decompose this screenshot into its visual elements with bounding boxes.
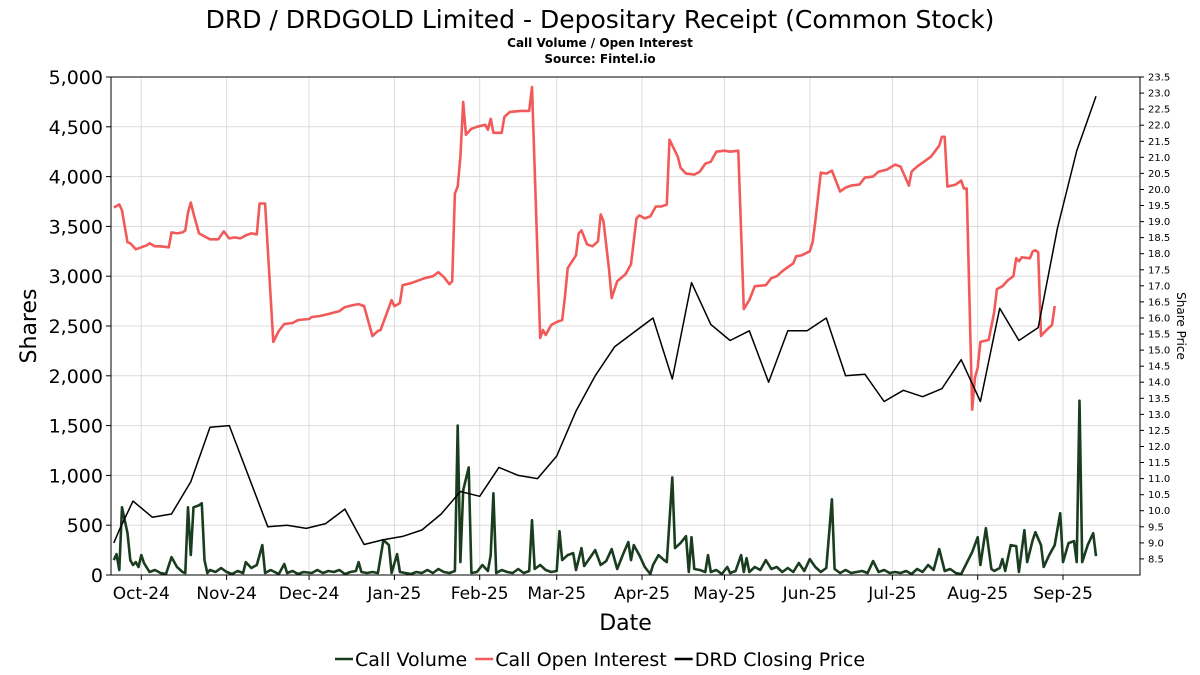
y-tick-label: 2,000: [49, 366, 103, 388]
grid: [111, 76, 1140, 576]
y-right-tick-label: 9.0: [1148, 538, 1164, 549]
y-tick-label: 3,000: [49, 266, 103, 288]
y-right-tick-label: 18.5: [1148, 233, 1170, 244]
legend-item: DRD Closing Price: [674, 649, 865, 671]
y-right-tick-label: 22.5: [1148, 105, 1170, 116]
y-right-tick-label: 21.0: [1148, 153, 1170, 164]
y-right-tick-label: 10.0: [1148, 506, 1170, 517]
y-right-tick-label: 10.5: [1148, 490, 1170, 501]
y-axis-ticks: 0 500 1,000 1,500 2,000 2,500 3,000 3,500 4,000 4…: [49, 67, 111, 587]
y-right-tick-label: 13.0: [1148, 410, 1170, 421]
y-tick-label: 0: [91, 565, 103, 587]
x-tick-label: Jan-25: [366, 584, 421, 604]
legend-items: Call Volume Call Open Interest DRD Closing…: [335, 649, 865, 671]
legend: Call Volume Call Open Interest DRD Closing…: [335, 649, 865, 671]
x-tick-label: Aug-25: [947, 584, 1008, 604]
y-right-tick-label: 14.5: [1148, 362, 1170, 373]
y-right-tick-label: 14.0: [1148, 378, 1170, 389]
x-tick-label: Mar-25: [527, 584, 586, 604]
chart-subtitle: Call Volume / Open Interest: [507, 36, 693, 50]
legend-item: Call Volume: [335, 649, 467, 671]
y-tick-label: 4,500: [49, 117, 103, 139]
y-right-tick-label: 19.0: [1148, 217, 1170, 228]
series-line-call-open-interest: [113, 85, 1056, 412]
x-axis-label: Date: [599, 611, 652, 636]
plot-frame: [110, 76, 1141, 576]
y-right-tick-label: 9.5: [1148, 522, 1164, 533]
y-right-tick-label: 21.5: [1148, 137, 1170, 148]
y-right-tick-label: 16.0: [1148, 314, 1170, 325]
y-right-tick-label: 17.0: [1148, 281, 1170, 292]
series-line-call-volume: [112, 399, 1098, 576]
x-tick-label: Jun-25: [782, 584, 837, 604]
y-tick-label: 2,500: [49, 316, 103, 338]
y-right-tick-label: 11.5: [1148, 458, 1170, 469]
x-tick-label: Apr-25: [614, 584, 670, 604]
chart-title: DRD / DRDGOLD Limited - Depositary Recei…: [206, 5, 995, 34]
x-tick-label: Sep-25: [1033, 584, 1093, 604]
y-tick-label: 4,000: [49, 167, 103, 189]
y-right-tick-label: 20.0: [1148, 185, 1170, 196]
x-tick-label: Dec-24: [279, 584, 340, 604]
legend-label: DRD Closing Price: [695, 649, 865, 671]
y-tick-label: 500: [67, 515, 103, 537]
y-tick-label: 5,000: [49, 67, 103, 89]
x-axis-ticks: Oct-24 Nov-24 Dec-24 Jan-25 Feb-25 Mar-25 Apr-…: [113, 575, 1093, 604]
y-right-tick-label: 23.0: [1148, 89, 1170, 100]
y-right-tick-label: 20.5: [1148, 169, 1170, 180]
y-right-tick-label: 18.0: [1148, 249, 1170, 260]
x-tick-label: Oct-24: [113, 584, 170, 604]
x-tick-label: May-25: [693, 584, 756, 604]
series-line-drd-closing-price: [113, 96, 1097, 546]
y-axis-right-ticks: 8.5 9.0 9.5 10.0 10.5 11.0 11.5 12.0 12.5 13.0 13.…: [1140, 73, 1170, 565]
y-tick-label: 3,500: [49, 216, 103, 238]
y-axis-label: Shares: [17, 289, 42, 364]
y-axis-right-label: Share Price: [1174, 292, 1188, 360]
y-right-tick-label: 16.5: [1148, 297, 1170, 308]
y-right-tick-label: 15.5: [1148, 330, 1170, 341]
legend-label: Call Volume: [355, 649, 467, 671]
legend-item: Call Open Interest: [475, 649, 667, 671]
y-right-tick-label: 13.5: [1148, 394, 1170, 405]
y-right-tick-label: 22.0: [1148, 121, 1170, 132]
y-right-tick-label: 15.0: [1148, 346, 1170, 357]
y-right-tick-label: 12.5: [1148, 426, 1170, 437]
y-right-tick-label: 8.5: [1148, 554, 1164, 565]
x-tick-label: Jul-25: [867, 584, 916, 604]
chart-source: Source: Fintel.io: [544, 52, 655, 66]
series-lines: [112, 85, 1098, 576]
y-right-tick-label: 19.5: [1148, 201, 1170, 212]
y-right-tick-label: 11.0: [1148, 474, 1170, 485]
y-right-tick-label: 17.5: [1148, 265, 1170, 276]
x-tick-label: Nov-24: [196, 584, 257, 604]
legend-label: Call Open Interest: [495, 649, 667, 671]
y-tick-label: 1,000: [49, 465, 103, 487]
x-tick-label: Feb-25: [451, 584, 509, 604]
y-right-tick-label: 12.0: [1148, 442, 1170, 453]
y-tick-label: 1,500: [49, 416, 103, 438]
y-right-tick-label: 23.5: [1148, 73, 1170, 84]
